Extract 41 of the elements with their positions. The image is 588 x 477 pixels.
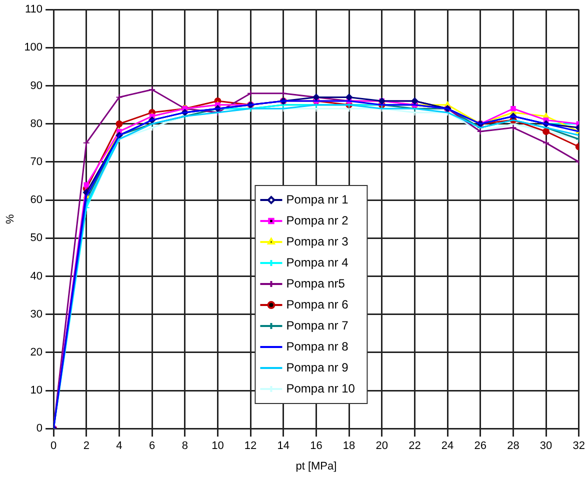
y-tick-label: 10 [30,384,43,397]
x-tick-label: 30 [540,440,552,452]
x-tick-label: 22 [408,440,421,452]
y-tick-label: 90 [30,80,43,92]
legend-label: Pompa nr 7 [286,318,349,332]
x-axis-title: pt [MPa] [296,460,337,472]
x-tick-label: 18 [342,440,356,452]
legend-label: Pompa nr 1 [286,192,349,206]
x-tick-label: 20 [376,440,388,452]
y-tick-label: 100 [24,42,43,54]
y-tick-label: 70 [30,156,43,168]
y-tick-label: 20 [30,346,43,358]
legend-label: Pompa nr 2 [286,213,349,228]
x-tick-label: 32 [572,440,586,452]
x-tick-label: 14 [277,440,290,452]
y-tick-label: 110 [25,4,43,16]
x-tick-label: 28 [507,440,520,452]
x-tick-label: 4 [116,440,122,452]
x-tick-label: 6 [148,440,156,452]
legend-label: Pompa nr 3 [286,234,349,248]
legend-label: Pompa nr5 [286,276,346,290]
y-tick-label: 40 [30,270,43,282]
x-tick-label: 26 [474,440,487,452]
x-tick-label: 8 [182,440,188,452]
y-tick-label: 80 [30,118,43,130]
x-tick-label: 0 [50,440,57,452]
x-tick-label: 2 [83,440,90,452]
legend-label: Pompa nr 10 [286,381,356,396]
y-axis-title: % [4,214,17,224]
x-tick-label: 16 [310,440,322,452]
y-tick-label: 0 [36,422,43,435]
legend-label: Pompa nr 9 [286,360,349,374]
y-tick-label: 50 [30,232,43,244]
x-tick-label: 24 [441,440,454,452]
legend-label: Pompa nr 8 [286,339,349,354]
legend-label: Pompa nr 4 [286,255,349,270]
y-tick-label: 30 [30,308,43,320]
y-tick-label: 60 [30,194,43,206]
x-tick-label: 12 [244,440,257,452]
x-tick-label: 10 [212,440,224,452]
legend-label: Pompa nr 6 [286,297,349,312]
